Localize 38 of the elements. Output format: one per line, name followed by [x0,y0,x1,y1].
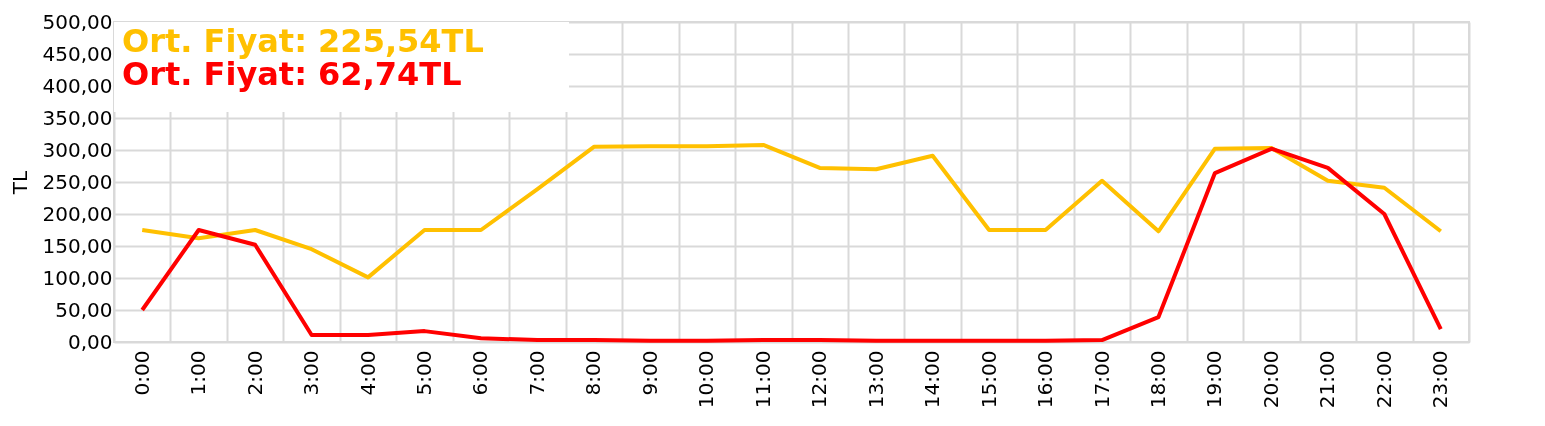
x-tick-label: 5:00 [412,350,437,396]
x-tick-label: 10:00 [694,350,719,409]
x-tick-label: 13:00 [863,350,888,409]
line-series [140,142,1443,280]
x-tick-label: 22:00 [1371,350,1396,409]
x-tick-label: 20:00 [1258,350,1283,409]
x-tick-label: 21:00 [1315,350,1340,409]
y-tick-label: 500,00 [42,9,113,34]
y-tick-label: 150,00 [42,233,113,258]
x-tick-label: 8:00 [581,350,606,396]
y-tick-label: 250,00 [42,169,113,194]
y-axis-title: TL [7,169,32,196]
x-tick-label: 14:00 [920,350,945,409]
x-tick-label: 23:00 [1428,350,1453,409]
y-tick-label: 200,00 [42,201,113,226]
x-tick-label: 9:00 [637,350,662,396]
y-tick-label: 400,00 [42,73,113,98]
x-tick-label: 4:00 [355,350,380,396]
x-tick-label: 7:00 [524,350,549,396]
x-tick-label: 3:00 [299,350,324,396]
y-tick-label: 0,00 [67,329,113,354]
x-tick-label: 16:00 [1033,350,1058,409]
x-tick-label: 15:00 [976,350,1001,409]
x-tick-label: 11:00 [750,350,775,409]
x-tick-label: 18:00 [1145,350,1170,409]
x-tick-label: 19:00 [1202,350,1227,409]
x-tick-label: 12:00 [807,350,832,409]
y-tick-label: 50,00 [55,297,113,322]
y-tick-label: 350,00 [42,105,113,130]
y-tick-label: 300,00 [42,137,113,162]
y-tick-label: 100,00 [42,265,113,290]
y-tick-label: 450,00 [42,41,113,66]
x-tick-label: 6:00 [468,350,493,396]
x-tick-label: 1:00 [186,350,211,396]
x-tick-label: 0:00 [129,350,154,396]
x-tick-label: 17:00 [1089,350,1114,409]
x-tick-label: 2:00 [242,350,267,396]
line-series [140,146,1443,343]
